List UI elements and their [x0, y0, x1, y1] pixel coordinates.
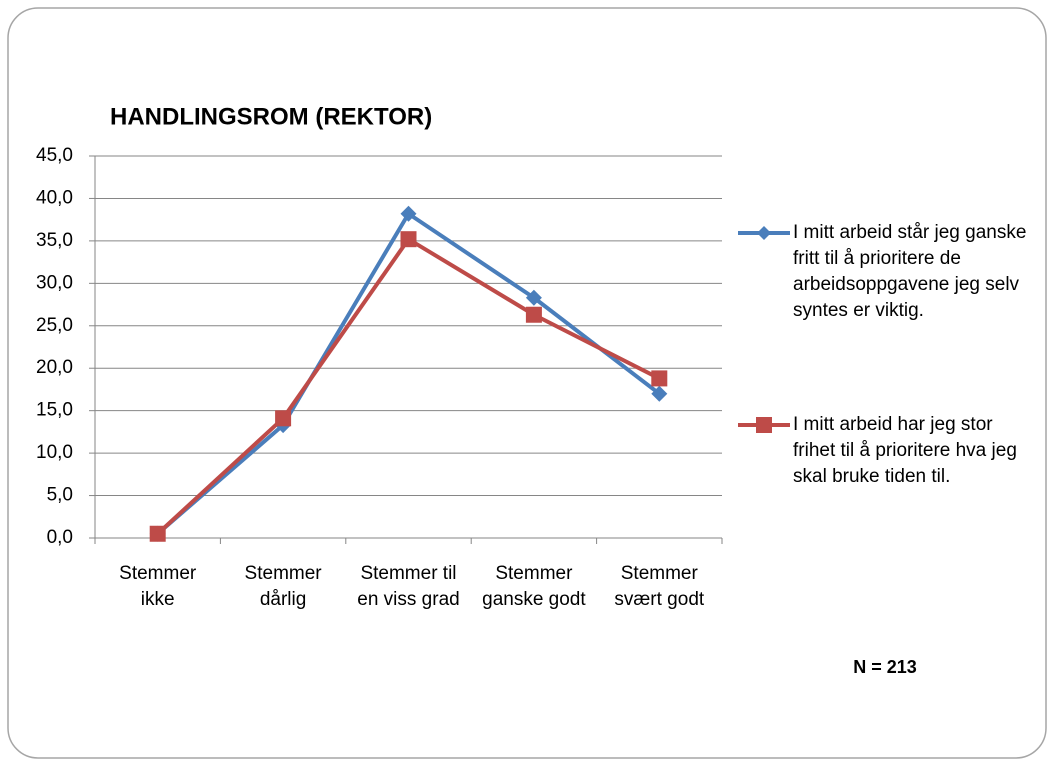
x-tick-label: Stemmer ganske godt	[482, 563, 586, 610]
marker	[525, 289, 542, 306]
y-tick-label: 35,0	[36, 230, 73, 251]
legend-marker	[757, 226, 771, 240]
marker	[651, 370, 668, 387]
frame	[7, 7, 1047, 759]
marker	[149, 525, 166, 542]
x-tick-label: Stemmer ikke	[119, 563, 197, 610]
marker	[525, 306, 542, 323]
marker	[400, 231, 417, 248]
x-tick-label: Stemmer svært godt	[614, 563, 705, 610]
y-tick-label: 5,0	[47, 485, 73, 506]
legend-label: I mitt arbeid står jeg ganske fritt til …	[793, 222, 1027, 321]
y-tick-label: 40,0	[36, 187, 73, 208]
marker	[275, 410, 292, 427]
legend-marker	[756, 417, 772, 433]
y-tick-label: 10,0	[36, 442, 73, 463]
x-tick-label: Stemmer til en viss grad	[357, 563, 460, 610]
y-tick-label: 15,0	[36, 400, 73, 421]
legend-label: I mitt arbeid har jeg stor frihet til å …	[793, 414, 1017, 487]
chart-title: HANDLINGSROM (REKTOR)	[110, 103, 432, 130]
y-tick-label: 30,0	[36, 272, 73, 293]
annotation: N = 213	[853, 657, 917, 677]
y-tick-label: 20,0	[36, 357, 73, 378]
x-tick-label: Stemmer dårlig	[244, 563, 322, 610]
y-tick-label: 45,0	[36, 145, 73, 166]
y-tick-label: 0,0	[47, 527, 73, 548]
marker	[400, 205, 417, 222]
y-tick-label: 25,0	[36, 315, 73, 336]
marker	[651, 385, 668, 402]
